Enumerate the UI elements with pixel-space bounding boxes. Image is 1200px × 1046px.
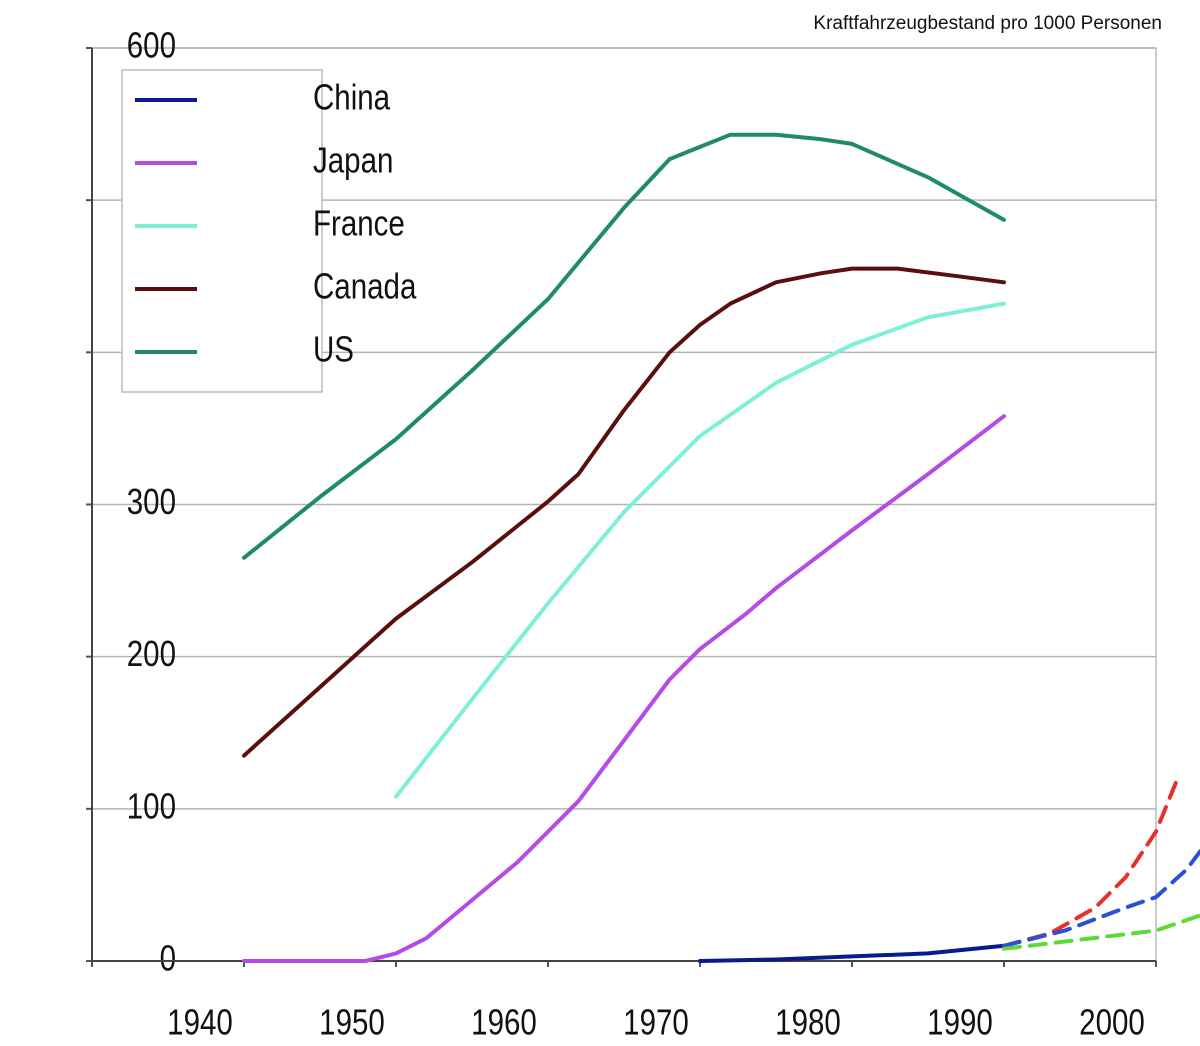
y-tick-label: 100 <box>127 786 176 826</box>
chart-title: Kraftfahrzeugbestand pro 1000 Personen <box>813 13 1162 34</box>
x-tick-label: 1990 <box>927 1002 993 1042</box>
y-tick-label: 200 <box>127 633 176 673</box>
legend-box <box>121 69 323 393</box>
data-line <box>1002 913 1200 951</box>
y-tick-label: 0 <box>160 938 176 978</box>
x-tick-label: 2000 <box>1079 1002 1145 1042</box>
y-tick-label: 600 <box>127 25 176 65</box>
x-tick-label: 1980 <box>775 1002 841 1042</box>
legend-label: China <box>313 77 391 117</box>
x-tick-label: 1950 <box>319 1002 385 1042</box>
data-line <box>242 414 1006 963</box>
x-tick-label: 1960 <box>471 1002 537 1042</box>
data-line <box>1002 849 1200 948</box>
legend-label: France <box>313 203 405 243</box>
x-tick-label: 1940 <box>167 1002 233 1042</box>
data-line <box>698 943 1006 963</box>
y-tick-label: 300 <box>127 481 176 521</box>
x-tick-label: 1970 <box>623 1002 689 1042</box>
legend-label: US <box>313 329 354 369</box>
legend-label: Canada <box>313 266 417 306</box>
legend-label: Japan <box>313 140 393 180</box>
data-line <box>242 266 1006 758</box>
data-line <box>242 132 1006 560</box>
legend: China Japan France Canada US <box>121 69 417 393</box>
data-line <box>394 301 1006 799</box>
